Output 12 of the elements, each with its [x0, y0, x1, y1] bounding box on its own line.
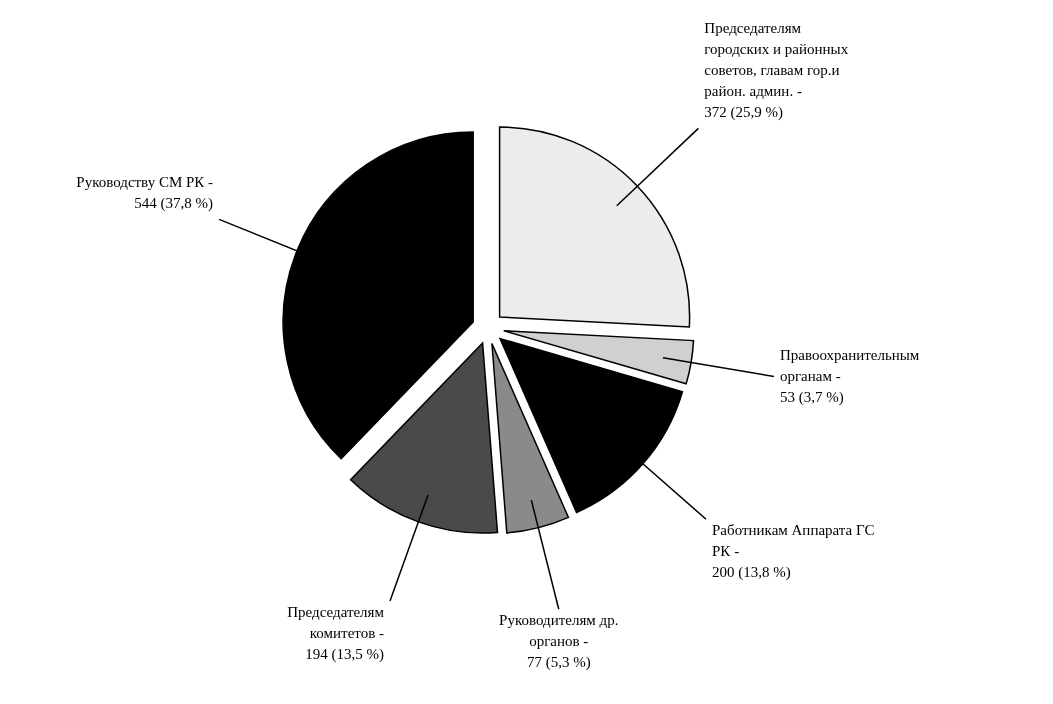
slice-label: Председателям комитетов -: [287, 603, 385, 641]
slice-label: Руководителям др. органов -: [499, 612, 619, 650]
data-label: 200 (13,8 %): [712, 564, 791, 582]
slice-label: Председателям городских и районных советов, главам гор.и район. админ. -: [704, 20, 849, 100]
slice-label: Правоохранительным органам -: [779, 347, 920, 385]
slice-label: Руководству СМ РК -: [76, 174, 214, 191]
data-label: 53 (3,7 %): [779, 389, 844, 407]
data-label: 372 (25,9 %): [704, 104, 784, 122]
data-label: 77 (5,3 %): [526, 654, 591, 672]
slice-label: Работникам Аппарата ГС РК -: [712, 522, 875, 560]
data-label: 194 (13,5 %): [305, 645, 384, 663]
data-label: 544 (37,8 %): [134, 195, 214, 213]
